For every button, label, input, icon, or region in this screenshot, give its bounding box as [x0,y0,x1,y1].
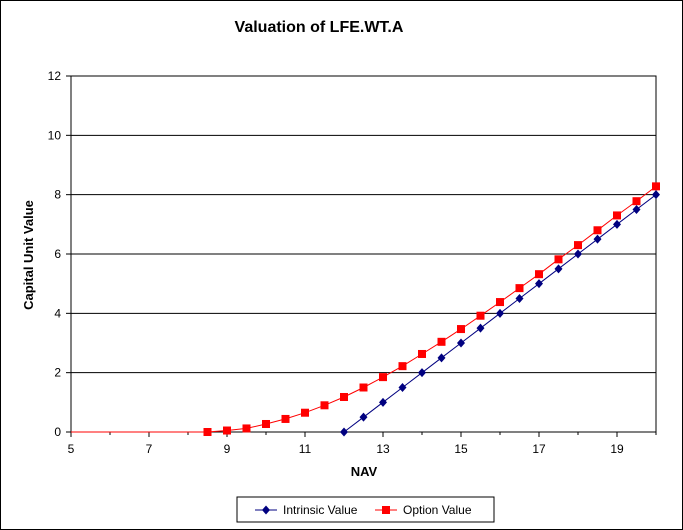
data-point [340,392,348,401]
data-point [418,349,426,358]
data-point [457,325,465,334]
data-point [535,279,543,289]
data-point [613,211,621,220]
data-point [593,226,602,235]
data-point [359,412,368,422]
x-tick-label: 11 [299,442,312,456]
legend-box [236,496,495,523]
data-point [496,308,504,318]
legend: Intrinsic Value Option Value [236,496,495,523]
x-tick-label: 13 [376,442,390,456]
y-axis-ticks: 0 2 4 6 8 10 12 [48,69,71,439]
gridlines [71,134,656,374]
data-point [632,205,641,214]
series-layer [71,182,660,437]
data-point [652,190,660,200]
legend-label: Intrinsic Value [283,503,358,517]
data-point [379,373,387,382]
x-tick-label: 7 [146,442,153,456]
data-point [632,197,641,206]
y-tick-label: 2 [54,366,61,380]
data-point [574,241,582,250]
data-point [301,408,309,417]
data-point [476,323,485,333]
legend-marker [382,506,390,514]
data-point [457,338,465,348]
x-tick-label: 5 [68,442,75,456]
data-point [437,353,446,363]
legend-marker [262,505,270,515]
y-tick-label: 10 [48,128,62,142]
data-point [613,219,621,229]
series-intrinsic-value [340,190,660,437]
data-point [574,249,582,259]
data-point [223,426,231,435]
data-point [593,234,602,244]
y-tick-label: 6 [54,247,61,261]
data-point [535,270,543,279]
data-point [281,414,290,423]
data-point [242,424,251,433]
data-point [496,298,504,307]
data-point [515,284,524,293]
legend-label: Option Value [403,503,472,517]
y-tick-label: 4 [54,306,61,320]
x-tick-label: 9 [224,442,231,456]
series-option-value [71,182,660,436]
x-axis-ticks: 5 7 9 11 13 15 17 19 [68,432,657,456]
x-tick-label: 19 [610,442,624,456]
data-point [359,383,368,392]
data-point [652,182,660,191]
legend-item: Option Value [375,503,472,517]
x-tick-label: 17 [532,442,546,456]
data-point [476,311,485,320]
data-point [379,397,387,407]
chart-title: Valuation of LFE.WT.A [235,19,404,36]
y-tick-label: 12 [48,69,62,83]
data-point [554,255,563,264]
x-axis-label: NAV [351,464,378,479]
data-point [340,427,348,437]
data-point [398,383,407,392]
data-point [398,362,407,371]
data-point [554,264,563,274]
legend-item: Intrinsic Value [255,503,358,517]
x-tick-label: 15 [454,442,468,456]
data-point [320,401,329,410]
series-line [71,186,657,433]
y-tick-label: 8 [54,188,61,202]
data-point [515,294,524,303]
data-point [418,368,426,378]
data-point [262,419,270,428]
data-point [203,428,212,436]
data-point [437,337,446,346]
y-axis-label: Capital Unit Value [21,200,36,310]
y-tick-label: 0 [54,425,61,439]
